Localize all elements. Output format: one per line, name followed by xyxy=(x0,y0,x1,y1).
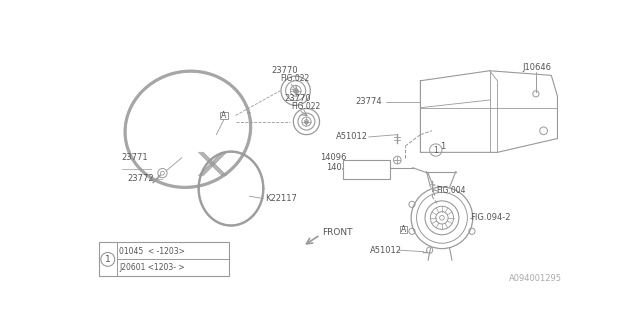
Text: 1: 1 xyxy=(440,142,445,151)
Text: FIG.022: FIG.022 xyxy=(291,102,320,111)
Text: 14032: 14032 xyxy=(326,163,353,172)
Text: A51012: A51012 xyxy=(371,246,403,255)
Text: FIG.022: FIG.022 xyxy=(280,74,310,83)
Text: K22117: K22117 xyxy=(265,194,297,203)
Text: J10646: J10646 xyxy=(522,63,551,72)
Text: A: A xyxy=(221,111,227,120)
Text: 23770: 23770 xyxy=(284,94,311,103)
Bar xyxy=(344,160,390,179)
Text: A51012: A51012 xyxy=(336,132,368,141)
Text: 14096: 14096 xyxy=(320,153,347,162)
Text: 23770: 23770 xyxy=(272,66,298,75)
Text: A094001295: A094001295 xyxy=(509,274,562,283)
Text: J20601 <1203- >: J20601 <1203- > xyxy=(119,263,185,272)
Text: 1: 1 xyxy=(433,146,438,155)
Text: 23774: 23774 xyxy=(355,97,381,106)
Text: 1: 1 xyxy=(105,255,111,264)
Bar xyxy=(220,112,228,119)
Text: FIG.004: FIG.004 xyxy=(436,186,465,195)
Bar xyxy=(399,226,407,233)
Text: A: A xyxy=(401,225,406,234)
Text: 23771: 23771 xyxy=(122,153,148,162)
Text: FRONT: FRONT xyxy=(323,228,353,237)
Text: 01045  < -1203>: 01045 < -1203> xyxy=(119,247,185,256)
Text: 23772: 23772 xyxy=(128,174,154,183)
Text: FIG.094-2: FIG.094-2 xyxy=(470,213,511,222)
Bar xyxy=(99,243,230,276)
